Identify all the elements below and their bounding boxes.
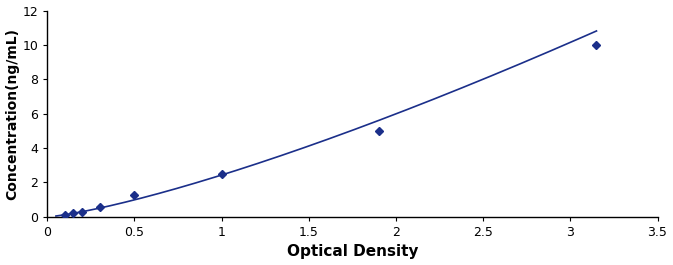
Y-axis label: Concentration(ng/mL): Concentration(ng/mL) [5,28,20,200]
X-axis label: Optical Density: Optical Density [287,244,418,259]
